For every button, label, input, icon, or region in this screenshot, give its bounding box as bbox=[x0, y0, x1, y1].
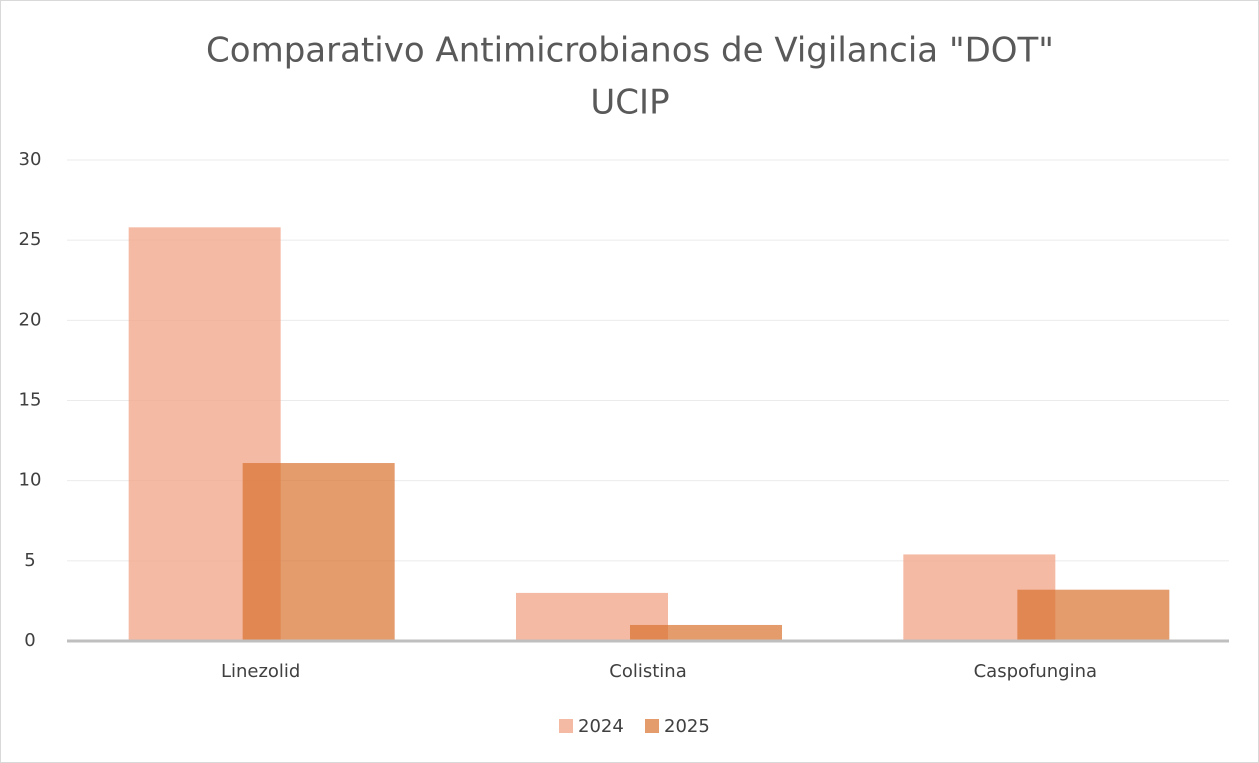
bar bbox=[1017, 589, 1170, 641]
x-tick-label: Linezolid bbox=[221, 661, 300, 682]
y-tick-label: 25 bbox=[19, 229, 42, 250]
y-tick-label: 15 bbox=[19, 390, 42, 411]
y-tick-label: 5 bbox=[24, 550, 35, 571]
y-tick-label: 20 bbox=[19, 309, 42, 330]
legend-label: 2025 bbox=[664, 716, 710, 737]
bar bbox=[630, 624, 782, 641]
x-tick-label: Caspofungina bbox=[974, 661, 1097, 682]
x-tick-label: Colistina bbox=[609, 661, 686, 682]
legend-swatch bbox=[645, 719, 659, 733]
chart-title: UCIP bbox=[590, 83, 669, 123]
chart-title: Comparativo Antimicrobianos de Vigilanci… bbox=[206, 31, 1054, 71]
y-tick-label: 0 bbox=[24, 630, 35, 651]
bar bbox=[242, 463, 395, 641]
y-tick-label: 30 bbox=[19, 149, 42, 170]
legend-label: 2024 bbox=[578, 716, 624, 737]
y-tick-label: 10 bbox=[19, 470, 42, 491]
legend-swatch bbox=[559, 719, 573, 733]
